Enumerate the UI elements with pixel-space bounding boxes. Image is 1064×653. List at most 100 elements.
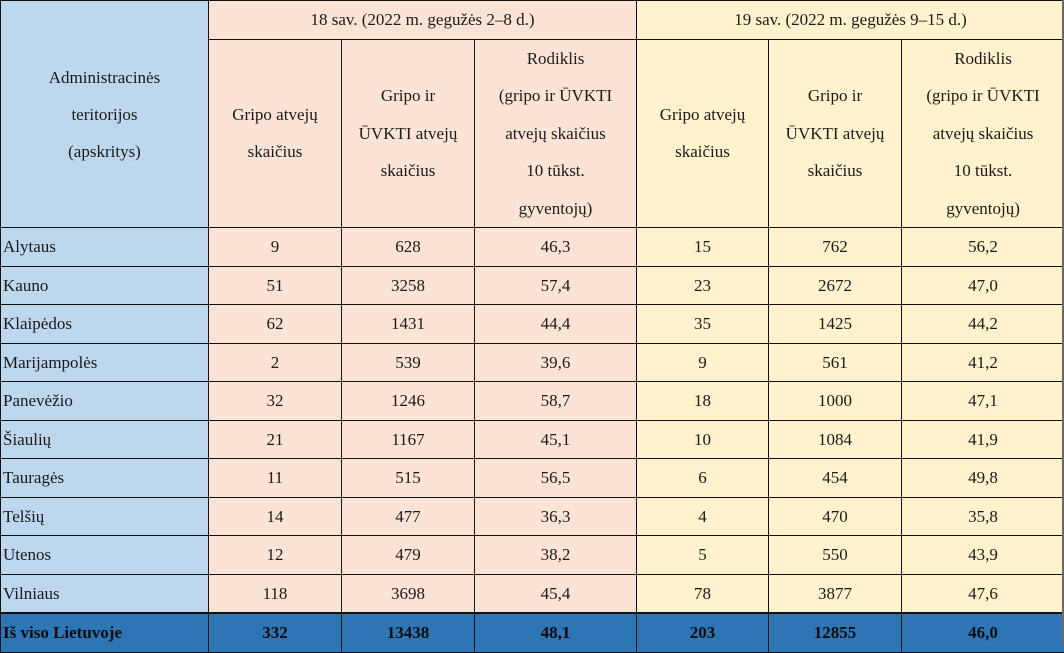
header-line: skaičius [342, 152, 474, 190]
week19-total-cell: 561 [769, 343, 902, 382]
region-header-line: (apskritys) [1, 133, 208, 170]
week18-total-cell: 1246 [342, 382, 475, 421]
table-row: Vilniaus 118 3698 45,4 78 3877 47,6 [1, 574, 1064, 613]
week18-flu-cell: 62 [209, 305, 342, 344]
week19-rate-total: 46,0 [902, 613, 1064, 652]
week18-rate-cell: 45,4 [475, 574, 637, 613]
week19-rate-cell: 41,2 [902, 343, 1064, 382]
header-line: gyventojų) [902, 190, 1064, 228]
header-line: ŪVKTI atvejų [342, 115, 474, 153]
region-name: Alytaus [1, 228, 209, 267]
region-name: Šiaulių [1, 420, 209, 459]
header-line: 10 tūkst. [902, 152, 1064, 190]
week18-flu-cell: 12 [209, 536, 342, 575]
week19-rate-cell: 49,8 [902, 459, 1064, 498]
table-row: Panevėžio 32 1246 58,7 18 1000 47,1 [1, 382, 1064, 421]
region-name: Utenos [1, 536, 209, 575]
week19-rate-header: Rodiklis (gripo ir ŪVKTI atvejų skaičius… [902, 39, 1064, 228]
table-row: Šiaulių 21 1167 45,1 10 1084 41,9 [1, 420, 1064, 459]
table-row: Marijampolės 2 539 39,6 9 561 41,2 [1, 343, 1064, 382]
week18-total-cell: 3258 [342, 266, 475, 305]
header-line: atvejų skaičius [902, 115, 1064, 153]
week18-rate-header: Rodiklis (gripo ir ŪVKTI atvejų skaičius… [475, 39, 637, 228]
header-line: skaičius [637, 133, 768, 171]
week18-flu-cell: 11 [209, 459, 342, 498]
week19-total-cell: 470 [769, 497, 902, 536]
header-line: gyventojų) [475, 190, 636, 228]
week18-flu-cell: 2 [209, 343, 342, 382]
table-row: Klaipėdos 62 1431 44,4 35 1425 44,2 [1, 305, 1064, 344]
week19-rate-cell: 47,6 [902, 574, 1064, 613]
header-line: Rodiklis [902, 40, 1064, 78]
total-label: Iš viso Lietuvoje [1, 613, 209, 652]
week18-total-cell: 515 [342, 459, 475, 498]
week19-rate-cell: 44,2 [902, 305, 1064, 344]
week18-rate-cell: 44,4 [475, 305, 637, 344]
week18-total-cell: 3698 [342, 574, 475, 613]
region-column-header: Administracinės teritorijos (apskritys) [1, 1, 209, 228]
week18-rate-cell: 39,6 [475, 343, 637, 382]
week18-total-cell: 1431 [342, 305, 475, 344]
week18-total-cell: 479 [342, 536, 475, 575]
week18-flu-cell: 14 [209, 497, 342, 536]
week19-flu-total: 203 [637, 613, 769, 652]
week19-flu-cell: 4 [637, 497, 769, 536]
week18-rate-cell: 58,7 [475, 382, 637, 421]
week18-total-cell: 1167 [342, 420, 475, 459]
table-row: Tauragės 11 515 56,5 6 454 49,8 [1, 459, 1064, 498]
week18-flu-cell: 9 [209, 228, 342, 267]
week19-rate-cell: 47,0 [902, 266, 1064, 305]
week19-flu-cell: 10 [637, 420, 769, 459]
week19-total-cell: 1425 [769, 305, 902, 344]
header-line: (gripo ir ŪVKTI [475, 77, 636, 115]
header-line: Rodiklis [475, 40, 636, 78]
week18-rate-total: 48,1 [475, 613, 637, 652]
header-line: atvejų skaičius [475, 115, 636, 153]
week18-flu-cell: 32 [209, 382, 342, 421]
week18-total-cell: 477 [342, 497, 475, 536]
week19-total-cell: 3877 [769, 574, 902, 613]
week18-header: 18 sav. (2022 m. gegužės 2–8 d.) [209, 1, 637, 40]
week19-header: 19 sav. (2022 m. gegužės 9–15 d.) [637, 1, 1064, 40]
week19-flu-cell: 35 [637, 305, 769, 344]
week19-flu-header: Gripo atvejų skaičius [637, 39, 769, 228]
week18-total-cell: 539 [342, 343, 475, 382]
table-row: Alytaus 9 628 46,3 15 762 56,2 [1, 228, 1064, 267]
week18-rate-cell: 45,1 [475, 420, 637, 459]
header-line: Gripo atvejų [637, 96, 768, 134]
week19-flu-cell: 6 [637, 459, 769, 498]
week18-flu-cell: 21 [209, 420, 342, 459]
week19-flu-arvi-header: Gripo ir ŪVKTI atvejų skaičius [769, 39, 902, 228]
region-name: Telšių [1, 497, 209, 536]
week18-total-total: 13438 [342, 613, 475, 652]
header-line: skaičius [209, 133, 341, 171]
header-line: Gripo atvejų [209, 96, 341, 134]
week19-total-cell: 762 [769, 228, 902, 267]
week19-flu-cell: 9 [637, 343, 769, 382]
week19-total-cell: 2672 [769, 266, 902, 305]
table-row: Telšių 14 477 36,3 4 470 35,8 [1, 497, 1064, 536]
header-line: Gripo ir [342, 77, 474, 115]
week19-total-total: 12855 [769, 613, 902, 652]
header-line: skaičius [769, 152, 901, 190]
week18-rate-cell: 57,4 [475, 266, 637, 305]
week18-rate-cell: 46,3 [475, 228, 637, 267]
week18-rate-cell: 56,5 [475, 459, 637, 498]
week18-flu-arvi-header: Gripo ir ŪVKTI atvejų skaičius [342, 39, 475, 228]
week18-flu-total: 332 [209, 613, 342, 652]
total-row: Iš viso Lietuvoje 332 13438 48,1 203 128… [1, 613, 1064, 652]
header-line: 10 tūkst. [475, 152, 636, 190]
week19-total-cell: 1000 [769, 382, 902, 421]
region-name: Vilniaus [1, 574, 209, 613]
region-header-line: Administracinės [1, 59, 208, 96]
header-line: ŪVKTI atvejų [769, 115, 901, 153]
week19-rate-cell: 35,8 [902, 497, 1064, 536]
table-row: Utenos 12 479 38,2 5 550 43,9 [1, 536, 1064, 575]
week19-rate-cell: 43,9 [902, 536, 1064, 575]
region-name: Panevėžio [1, 382, 209, 421]
week18-rate-cell: 36,3 [475, 497, 637, 536]
week19-total-cell: 550 [769, 536, 902, 575]
week19-total-cell: 454 [769, 459, 902, 498]
week18-rate-cell: 38,2 [475, 536, 637, 575]
